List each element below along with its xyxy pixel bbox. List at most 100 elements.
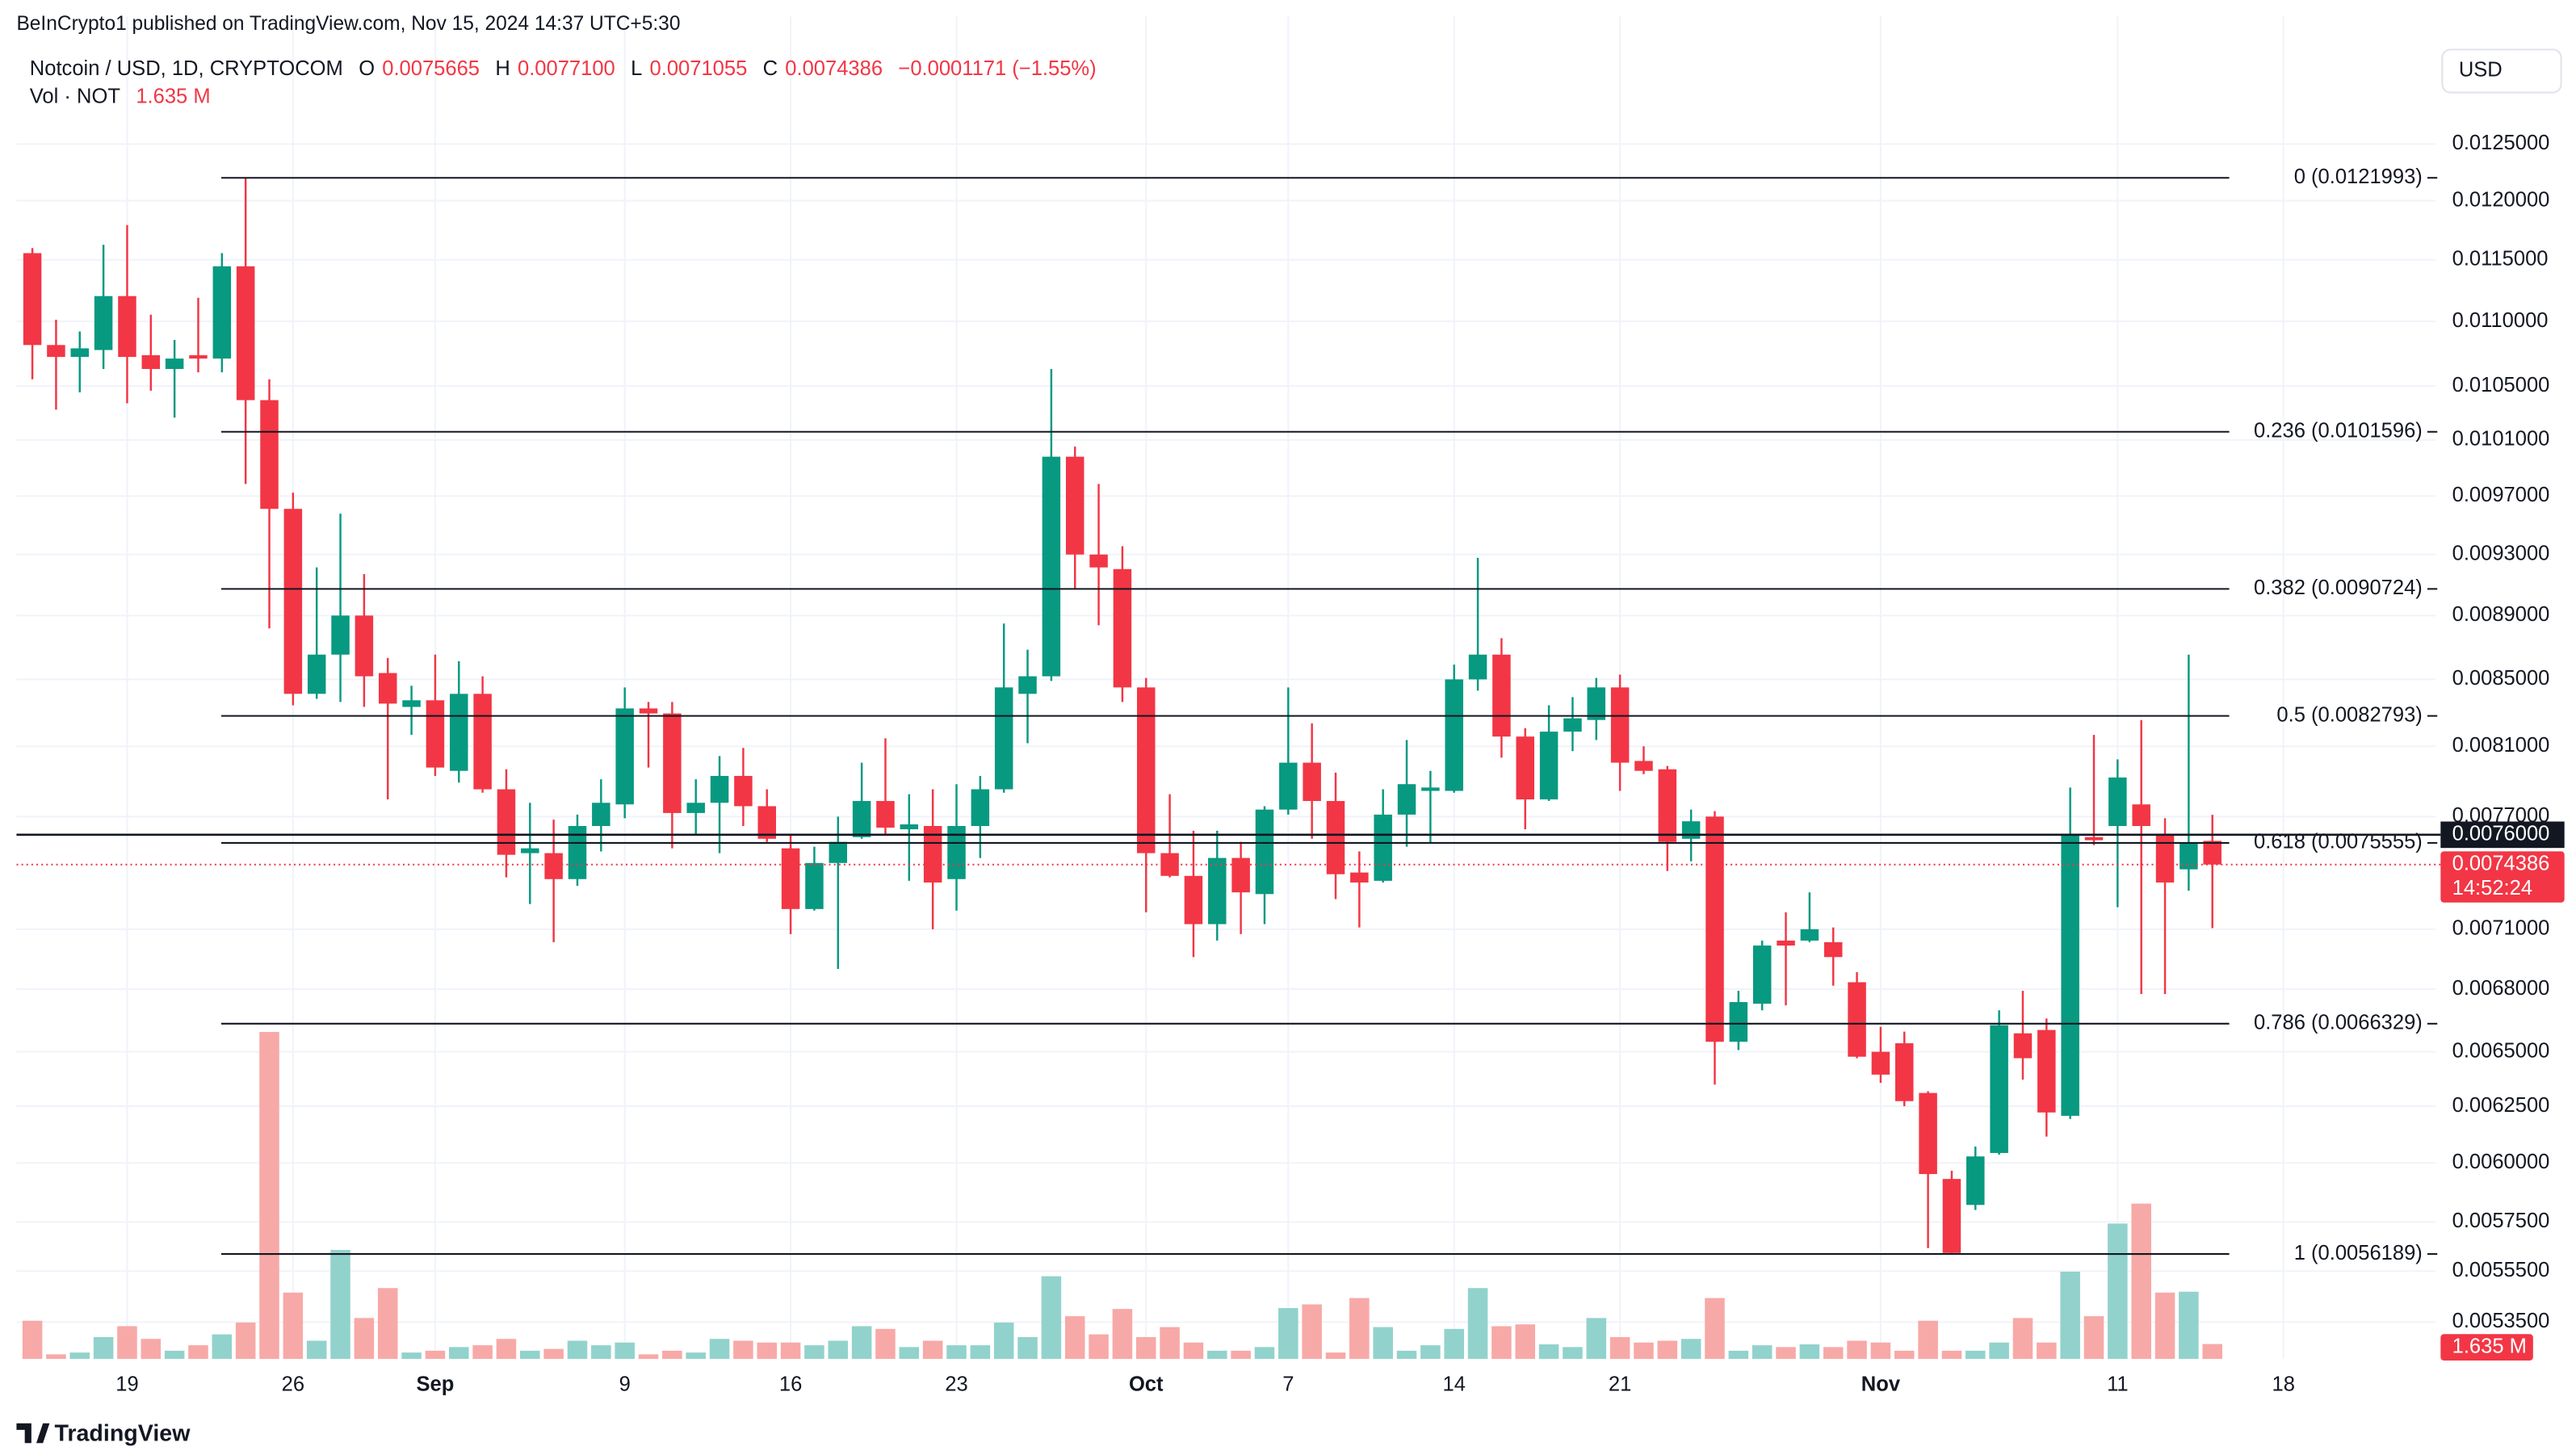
candle-body xyxy=(94,296,113,350)
volume-bar xyxy=(2037,1342,2057,1359)
y-tick-label: 0.0093000 xyxy=(2452,543,2550,565)
candle-body xyxy=(923,826,942,883)
volume-bar xyxy=(93,1336,114,1359)
candle-body xyxy=(355,615,374,677)
volume-bar xyxy=(1420,1345,1441,1359)
x-tick-label: 21 xyxy=(1609,1373,1631,1395)
volume-bar xyxy=(141,1339,162,1359)
y-tick-label: 0.0065000 xyxy=(2452,1039,2550,1062)
candle-body xyxy=(1516,736,1534,800)
candle-body xyxy=(971,789,990,827)
candle-body xyxy=(663,713,682,813)
volume-bar xyxy=(2154,1292,2175,1359)
candle-body xyxy=(1539,732,1559,800)
volume-bar xyxy=(425,1350,446,1359)
volume-bar xyxy=(2202,1344,2222,1359)
volume-bar xyxy=(1966,1350,1986,1359)
candle-body xyxy=(2108,777,2127,827)
volume-bar xyxy=(283,1292,304,1359)
candle-body xyxy=(378,673,397,704)
low-value: 0.0071055 xyxy=(650,57,748,80)
candle-body xyxy=(1065,456,1085,555)
volume-bar xyxy=(543,1348,564,1359)
volume-bar xyxy=(946,1345,967,1359)
volume-bar xyxy=(1467,1288,1488,1359)
candle-body xyxy=(2084,837,2104,841)
volume-bar xyxy=(46,1354,66,1359)
candle-body xyxy=(1374,814,1392,881)
candle-body xyxy=(1729,1002,1748,1042)
volume-bar xyxy=(1183,1342,1204,1359)
volume-bar xyxy=(2179,1291,2199,1359)
currency-button[interactable] xyxy=(2441,48,2562,94)
candle-body xyxy=(829,841,848,863)
x-tick-label: 16 xyxy=(779,1373,802,1395)
candle-body xyxy=(236,266,255,400)
y-tick-label: 0.0110000 xyxy=(2452,309,2549,332)
y-tick-label: 0.0068000 xyxy=(2452,977,2550,1000)
volume-bar xyxy=(662,1350,682,1359)
candle-body xyxy=(212,266,232,359)
x-tick-label: Sep xyxy=(416,1373,454,1395)
volume-bar xyxy=(164,1350,185,1359)
candle-body xyxy=(1042,456,1061,677)
candle-body xyxy=(1658,769,1677,842)
volume-bar xyxy=(591,1345,611,1359)
volume-bar xyxy=(1041,1276,1062,1359)
brand-icon xyxy=(16,1423,50,1444)
volume-bar xyxy=(1563,1347,1583,1359)
candle-body xyxy=(1777,940,1795,946)
volume-bar xyxy=(851,1326,872,1359)
candle-body xyxy=(1705,816,1724,1042)
candle-body xyxy=(1160,853,1179,876)
volume-bar xyxy=(2131,1203,2151,1359)
candle-body xyxy=(1136,687,1156,853)
candle-body xyxy=(1468,654,1487,680)
candle-body xyxy=(686,803,705,813)
close-value: 0.0074386 xyxy=(785,57,883,80)
close-key: C xyxy=(763,57,778,80)
x-tick-label: 18 xyxy=(2272,1373,2295,1395)
candle-body xyxy=(2061,833,2079,1116)
candle-body xyxy=(544,853,563,879)
volume-bar xyxy=(875,1328,896,1359)
volume-bar xyxy=(1089,1334,1109,1359)
volume-bar xyxy=(1538,1344,1559,1359)
volume-bar xyxy=(22,1320,43,1359)
volume-bar xyxy=(235,1322,256,1359)
candle-body xyxy=(876,801,895,828)
open-key: O xyxy=(359,57,375,80)
candle-body xyxy=(1445,679,1463,791)
x-tick-label: Oct xyxy=(1129,1373,1164,1395)
last-price-box xyxy=(2440,851,2565,903)
volume-bar xyxy=(1847,1340,1867,1359)
candle-body xyxy=(1966,1156,1985,1206)
volume-bar xyxy=(1870,1342,1891,1359)
change-value: −0.0001171 (−1.55%) xyxy=(898,57,1096,80)
y-tick-label: 0.0053500 xyxy=(2452,1310,2550,1332)
candle-body xyxy=(2037,1029,2056,1113)
candle-body xyxy=(1990,1025,2008,1153)
candle-body xyxy=(473,694,492,790)
candle-body xyxy=(994,687,1013,790)
fib-label: 1 (0.0056189) xyxy=(2294,1242,2423,1264)
currency-label[interactable]: USD xyxy=(2459,59,2503,82)
volume-bar xyxy=(401,1352,422,1359)
high-key: H xyxy=(495,57,510,80)
candle-body xyxy=(1421,787,1440,791)
y-tick-label: 0.0120000 xyxy=(2452,188,2550,211)
x-tick-label: 9 xyxy=(619,1373,631,1395)
candle-body xyxy=(521,848,539,853)
low-key: L xyxy=(631,57,642,80)
candle-body xyxy=(1563,718,1582,732)
candle-body xyxy=(639,708,658,714)
y-tick-label: 0.0105000 xyxy=(2452,374,2550,396)
volume-bar xyxy=(1207,1350,1227,1359)
candle-body xyxy=(1587,687,1606,720)
candle-body xyxy=(1113,568,1132,688)
volume-bar xyxy=(638,1354,659,1359)
candle-body xyxy=(1634,761,1653,771)
symbol-title: Notcoin / USD, 1D, CRYPTOCOM xyxy=(30,57,343,80)
candle-body xyxy=(710,775,729,803)
volume-bar xyxy=(1135,1336,1156,1359)
